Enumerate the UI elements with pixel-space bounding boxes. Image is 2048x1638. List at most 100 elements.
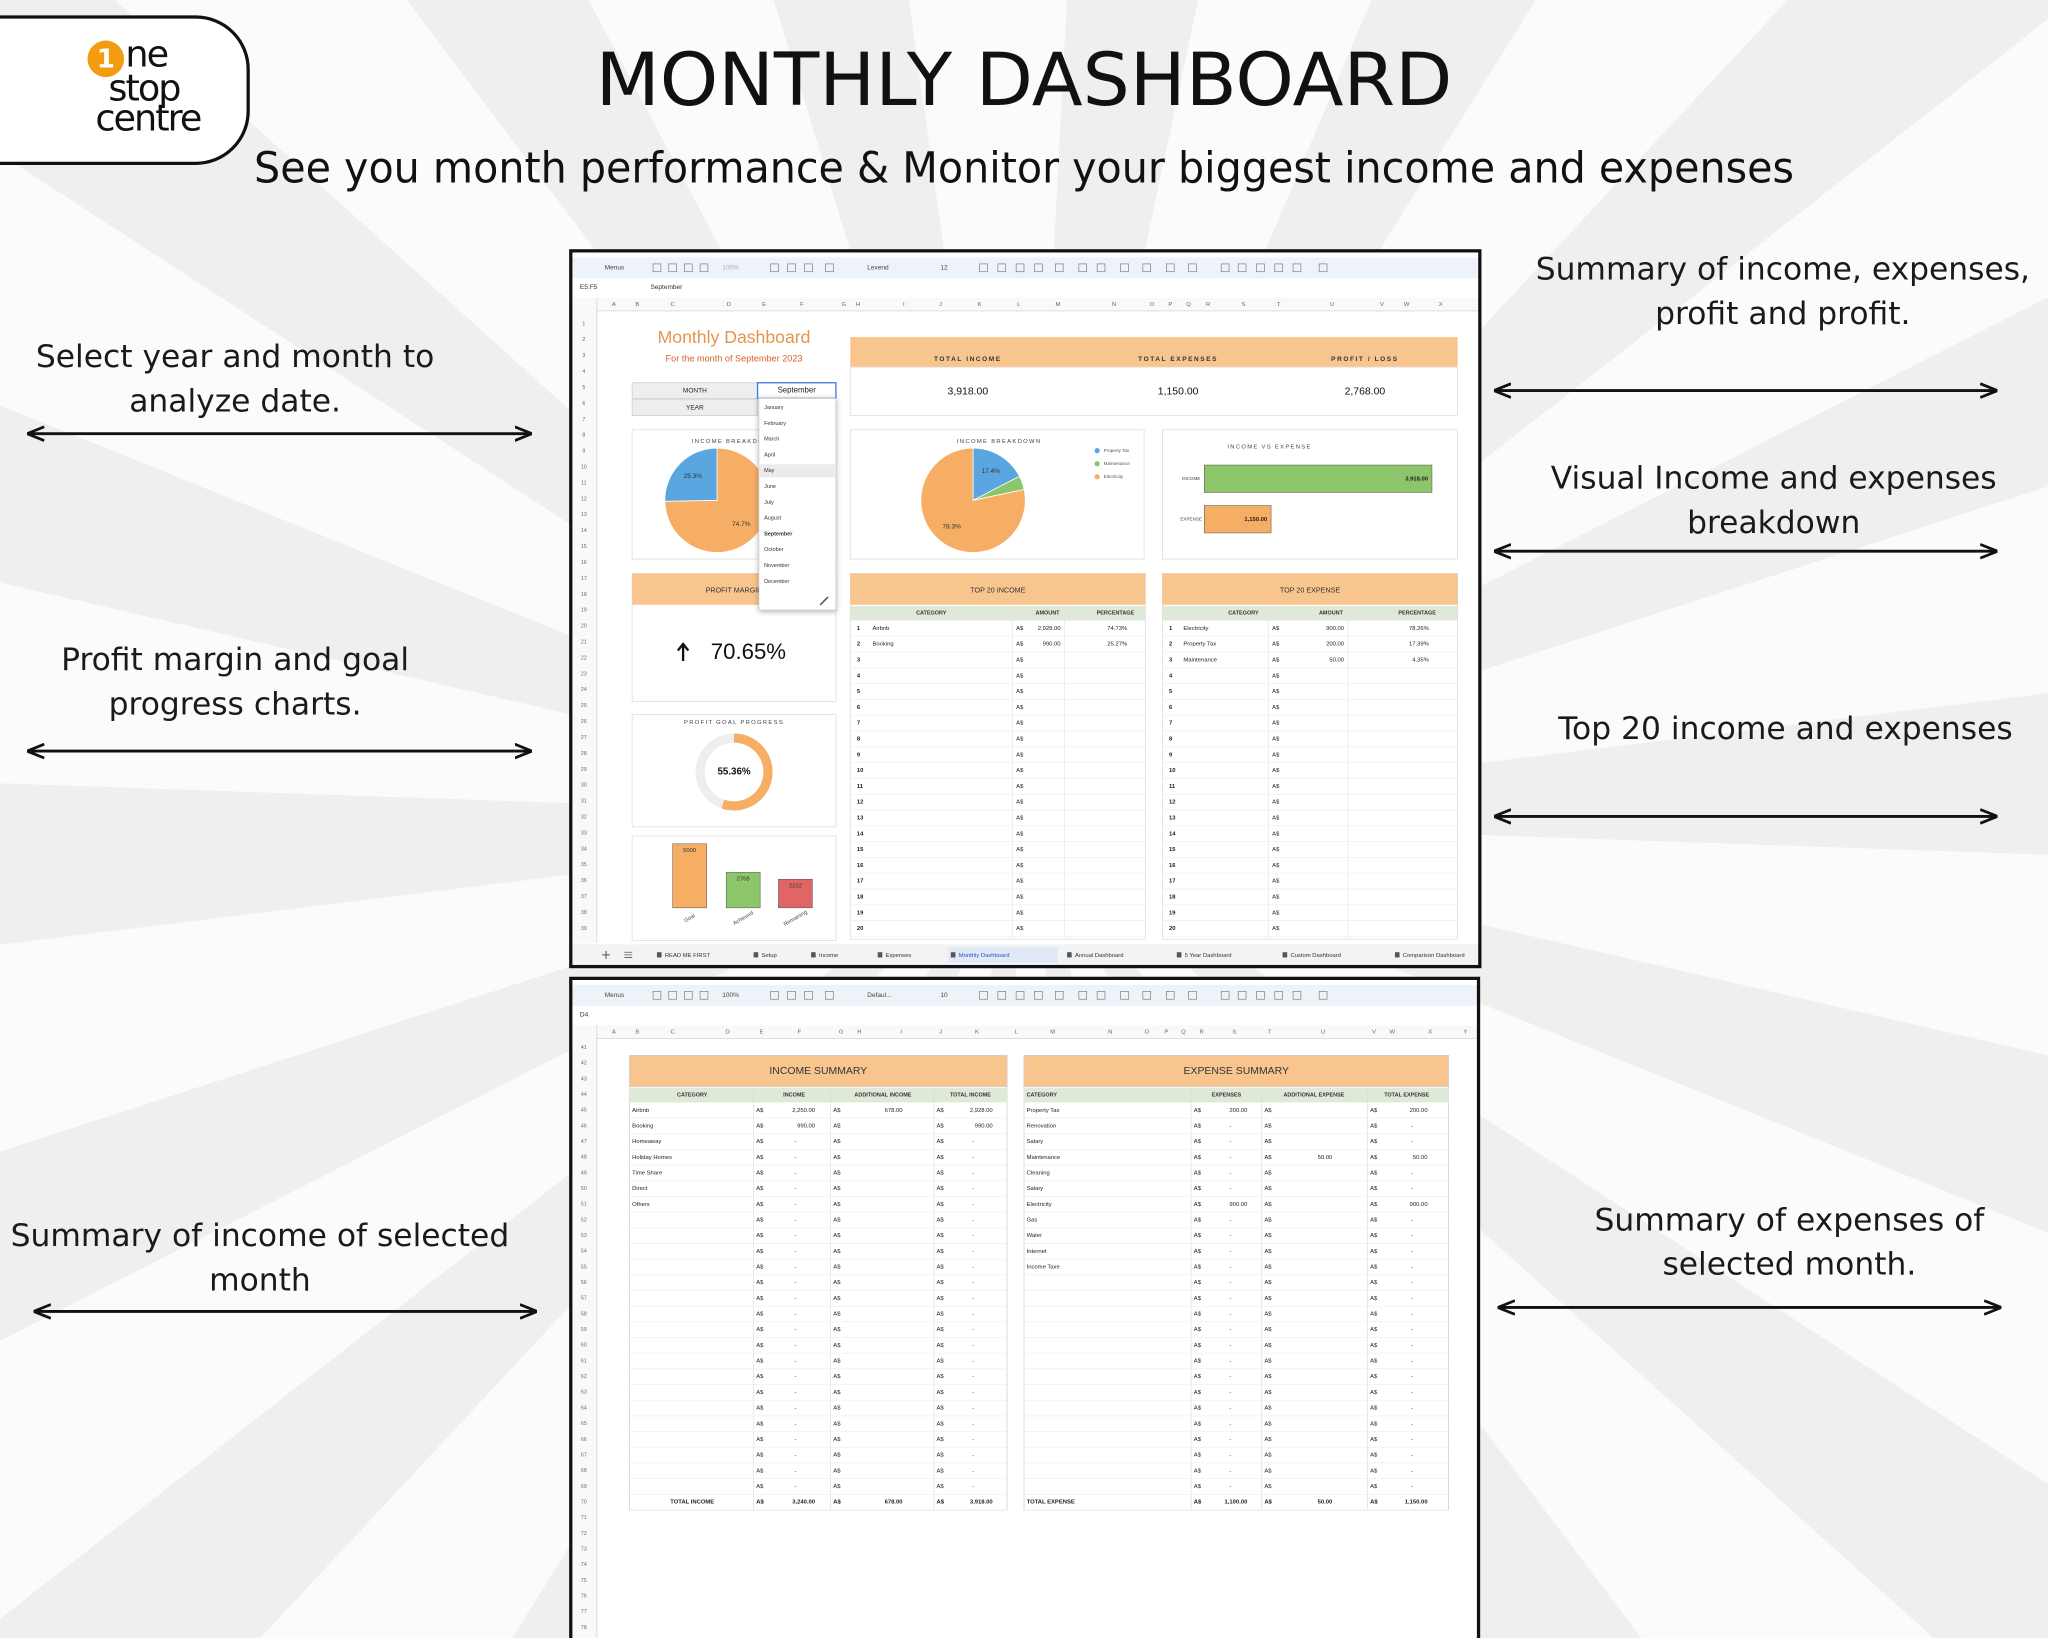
- dropdown-option[interactable]: May: [764, 468, 775, 474]
- dropdown-option[interactable]: March: [764, 437, 779, 443]
- table-cell: -: [1229, 1233, 1231, 1239]
- toolbar-icon: [699, 991, 709, 1000]
- legend-label: Electricity: [1104, 474, 1124, 479]
- table-cell: Maintenance: [1027, 1155, 1061, 1161]
- dropdown-option[interactable]: April: [764, 452, 775, 458]
- table-header: CATEGORY: [1027, 1093, 1058, 1099]
- table-cell: A$: [1370, 1437, 1378, 1443]
- row-number: 59: [581, 1327, 587, 1333]
- table-cell: A$: [833, 1280, 841, 1286]
- table-title: TOP 20 INCOME: [970, 586, 1025, 594]
- table-cell: -: [972, 1312, 974, 1318]
- table-cell: 900.00: [1410, 1202, 1429, 1208]
- chart-title: INCOME VS EXPENSE: [1227, 444, 1311, 450]
- table-cell: A$: [756, 1437, 764, 1443]
- summary-screenshot: Menus 100% Defaul... 10 D4 A B C D E F G H I J K L M N O P Q R…: [572, 979, 1478, 1638]
- table-cell: 2,928.00: [1038, 626, 1062, 632]
- annotation: Select year and month to: [36, 339, 434, 375]
- table-cell: A$: [756, 1421, 764, 1427]
- table-cell: 3: [857, 657, 861, 663]
- table-cell: A$: [833, 1390, 841, 1396]
- table-cell: -: [1229, 1390, 1231, 1396]
- row-number: 56: [581, 1280, 587, 1286]
- row-number: 61: [581, 1358, 587, 1364]
- dropdown-option[interactable]: June: [764, 484, 776, 490]
- sheet-tab[interactable]: Custom Dashboard: [1290, 953, 1340, 959]
- table-cell: Others: [632, 1202, 650, 1208]
- table-cell: A$: [1272, 736, 1280, 742]
- dropdown-option[interactable]: December: [764, 579, 789, 585]
- sheet-tab[interactable]: Income: [819, 953, 838, 959]
- table-cell: A$: [1016, 736, 1024, 742]
- table-cell: Electricity: [1027, 1202, 1052, 1208]
- toolbar-item[interactable]: 10: [940, 992, 948, 999]
- arrows: [29, 391, 2000, 1312]
- logo-text: ne: [125, 33, 167, 76]
- toolbar-item[interactable]: 12: [940, 265, 948, 272]
- toolbar-icon: [825, 263, 834, 273]
- dropdown-option[interactable]: August: [764, 516, 782, 522]
- selector-label: MONTH: [683, 387, 707, 394]
- table-cell: -: [1411, 1249, 1413, 1255]
- bar-label: 5000: [683, 848, 697, 854]
- table-cell: Electricity: [1183, 626, 1208, 632]
- toolbar-item[interactable]: Menus: [605, 265, 625, 272]
- dropdown-option[interactable]: July: [764, 500, 774, 506]
- total-cell: 1,150.00: [1405, 1500, 1429, 1506]
- dropdown-option[interactable]: January: [764, 405, 784, 411]
- kpi-value: 3,918.00: [948, 387, 989, 398]
- table-cell: 10: [1169, 768, 1176, 774]
- screenshot-frame: [569, 976, 1481, 1638]
- table-cell: -: [1229, 1327, 1231, 1333]
- table-cell: A$: [1264, 1280, 1272, 1286]
- dropdown-option[interactable]: February: [764, 421, 786, 427]
- annotation: selected month.: [1662, 1247, 1916, 1283]
- table-cell: -: [1411, 1343, 1413, 1349]
- sheet-tab[interactable]: Monthly Dashboard: [959, 953, 1010, 959]
- table-cell: -: [1411, 1233, 1413, 1239]
- active-tab: [948, 947, 1058, 963]
- toolbar-item[interactable]: Lexend: [867, 265, 889, 272]
- toolbar-icon: [684, 991, 693, 1000]
- sheet-tab[interactable]: Setup: [761, 953, 777, 959]
- table-cell: -: [1411, 1218, 1413, 1224]
- toolbar-item[interactable]: 100%: [722, 992, 739, 999]
- dropdown-option[interactable]: November: [764, 563, 789, 569]
- table-cell: Homeaway: [632, 1139, 661, 1145]
- table-cell: A$: [833, 1359, 841, 1365]
- table-cell: A$: [1264, 1390, 1272, 1396]
- toolbar-item[interactable]: Menus: [605, 992, 625, 999]
- table-cell: -: [794, 1484, 796, 1490]
- sheet-tab[interactable]: 5 Year Dashboard: [1185, 953, 1232, 959]
- table-cell: Salary: [1027, 1139, 1044, 1145]
- table-cell: -: [794, 1296, 796, 1302]
- row-number: 23: [581, 671, 587, 677]
- annotation: month: [209, 1262, 311, 1298]
- toolbar-item[interactable]: Defaul...: [867, 992, 891, 999]
- annotation: profit and profit.: [1655, 296, 1910, 332]
- sheet-tab[interactable]: Annual Dashboard: [1075, 953, 1124, 959]
- sheet-tab[interactable]: Comparison Dashboard: [1403, 953, 1465, 959]
- table-cell: Booking: [632, 1123, 653, 1129]
- table-title-bar: [629, 1055, 1008, 1088]
- toolbar-icon: [1292, 991, 1302, 1000]
- table-header: ADDITIONAL EXPENSE: [1283, 1093, 1344, 1099]
- column-letter: M: [1050, 1029, 1055, 1035]
- table-cell: 17: [1169, 879, 1176, 885]
- toolbar-icon: [997, 263, 1007, 273]
- table-cell: A$: [1264, 1218, 1272, 1224]
- row-number: 41: [581, 1045, 587, 1051]
- table: [849, 573, 1146, 940]
- row-number: 69: [581, 1484, 587, 1490]
- dropdown-option[interactable]: October: [764, 547, 784, 553]
- sheet-tab[interactable]: READ ME FIRST: [665, 953, 711, 959]
- toolbar-item[interactable]: 100%: [722, 265, 739, 272]
- sheet-tab[interactable]: Expenses: [886, 953, 912, 959]
- table-cell: A$: [936, 1312, 944, 1318]
- selector-value[interactable]: September: [778, 386, 817, 395]
- dropdown-option[interactable]: September: [764, 531, 793, 537]
- table-cell: A$: [833, 1312, 841, 1318]
- table-cell: A$: [1370, 1390, 1378, 1396]
- table-cell: -: [972, 1327, 974, 1333]
- toolbar-icon: [1078, 991, 1088, 1000]
